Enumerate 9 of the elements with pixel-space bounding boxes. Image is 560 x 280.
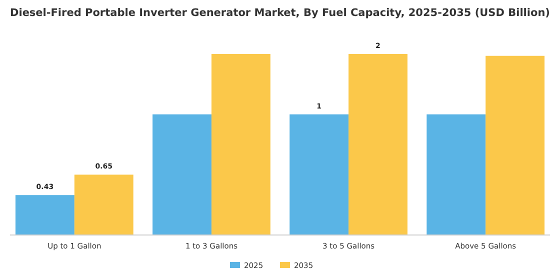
chart-title: Diesel-Fired Portable Inverter Generator Market, By Fuel Capacity, 2025-2035 (USD Billion) xyxy=(10,7,550,19)
bar xyxy=(426,114,486,235)
bar xyxy=(74,174,134,235)
bar xyxy=(348,54,408,235)
bar xyxy=(15,195,74,235)
bar xyxy=(290,114,349,235)
bar xyxy=(152,114,212,235)
bar xyxy=(211,54,270,235)
bar xyxy=(486,56,545,235)
